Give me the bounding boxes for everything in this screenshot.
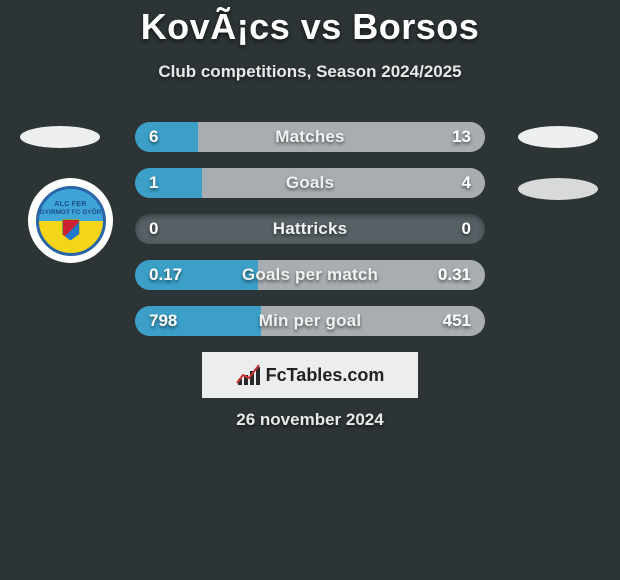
chart-icon [236, 365, 260, 385]
bar-label: Matches [135, 122, 485, 152]
brand-box[interactable]: FcTables.com [202, 352, 418, 398]
badge-text-line2: GYIRMOT FC GYŐR [40, 209, 102, 216]
bar-label: Min per goal [135, 306, 485, 336]
stat-bar: 14Goals [135, 168, 485, 198]
badge-shield-icon [62, 219, 80, 241]
club-badge-inner: ALC FER GYIRMOT FC GYŐR [36, 186, 106, 256]
stat-bar: 613Matches [135, 122, 485, 152]
stats-bars-container: 613Matches 14Goals 00Hattricks 0.170.31Goal… [135, 122, 485, 352]
bar-label: Hattricks [135, 214, 485, 244]
stat-bar: 00Hattricks [135, 214, 485, 244]
date-text: 26 november 2024 [0, 410, 620, 430]
avatar-placeholder-right-1 [518, 126, 598, 148]
stat-bar: 798451Min per goal [135, 306, 485, 336]
bar-label: Goals [135, 168, 485, 198]
club-badge-left: ALC FER GYIRMOT FC GYŐR [28, 178, 113, 263]
subtitle: Club competitions, Season 2024/2025 [0, 62, 620, 82]
page-title: KovÃ¡cs vs Borsos [0, 0, 620, 48]
stat-bar: 0.170.31Goals per match [135, 260, 485, 290]
avatar-placeholder-left-1 [20, 126, 100, 148]
badge-text-line1: ALC FER [54, 201, 86, 208]
brand-name: FcTables.com [266, 365, 385, 386]
bar-label: Goals per match [135, 260, 485, 290]
avatar-placeholder-right-2 [518, 178, 598, 200]
chart-line-icon [236, 363, 260, 385]
